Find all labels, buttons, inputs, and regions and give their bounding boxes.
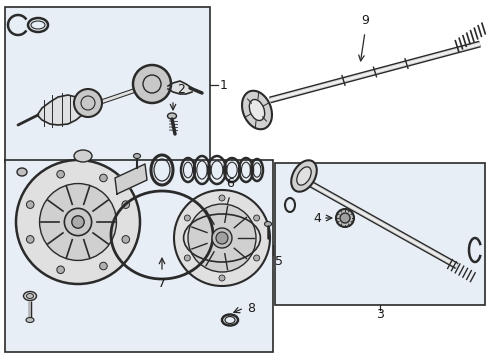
Circle shape bbox=[174, 190, 270, 286]
Bar bbox=[275, 163, 485, 305]
Circle shape bbox=[188, 204, 256, 272]
Ellipse shape bbox=[265, 221, 271, 226]
Circle shape bbox=[212, 228, 232, 248]
Circle shape bbox=[184, 215, 190, 221]
Ellipse shape bbox=[26, 318, 34, 323]
Circle shape bbox=[254, 215, 260, 221]
Ellipse shape bbox=[26, 293, 33, 298]
Text: 9: 9 bbox=[361, 14, 369, 27]
Polygon shape bbox=[115, 164, 147, 194]
Circle shape bbox=[57, 266, 64, 274]
Circle shape bbox=[99, 174, 107, 182]
Circle shape bbox=[57, 170, 64, 178]
Circle shape bbox=[216, 232, 228, 244]
Circle shape bbox=[254, 255, 260, 261]
Ellipse shape bbox=[133, 153, 141, 158]
Ellipse shape bbox=[74, 150, 92, 162]
Circle shape bbox=[219, 275, 225, 281]
Ellipse shape bbox=[297, 167, 311, 185]
Circle shape bbox=[26, 235, 34, 243]
Text: 1: 1 bbox=[220, 78, 228, 91]
Circle shape bbox=[16, 160, 140, 284]
Circle shape bbox=[40, 184, 117, 260]
Circle shape bbox=[184, 255, 190, 261]
Circle shape bbox=[122, 235, 129, 243]
Ellipse shape bbox=[168, 113, 176, 119]
Circle shape bbox=[72, 216, 84, 228]
Ellipse shape bbox=[340, 213, 350, 223]
Text: 5: 5 bbox=[275, 255, 283, 268]
Text: 6: 6 bbox=[226, 177, 234, 190]
Ellipse shape bbox=[291, 160, 317, 192]
Circle shape bbox=[122, 201, 129, 208]
Ellipse shape bbox=[17, 168, 27, 176]
Ellipse shape bbox=[242, 91, 272, 129]
Ellipse shape bbox=[249, 99, 265, 121]
Text: 3: 3 bbox=[376, 309, 384, 321]
Text: 8: 8 bbox=[247, 302, 255, 315]
Circle shape bbox=[219, 195, 225, 201]
Text: 2: 2 bbox=[177, 83, 185, 96]
Text: 4: 4 bbox=[313, 212, 321, 225]
Circle shape bbox=[64, 208, 92, 236]
Circle shape bbox=[133, 65, 171, 103]
Bar bbox=[5, 160, 273, 352]
Circle shape bbox=[99, 262, 107, 270]
Circle shape bbox=[74, 89, 102, 117]
Circle shape bbox=[26, 201, 34, 208]
Ellipse shape bbox=[24, 292, 36, 301]
Text: 7: 7 bbox=[158, 277, 166, 290]
Ellipse shape bbox=[336, 209, 354, 227]
Bar bbox=[5, 7, 210, 162]
